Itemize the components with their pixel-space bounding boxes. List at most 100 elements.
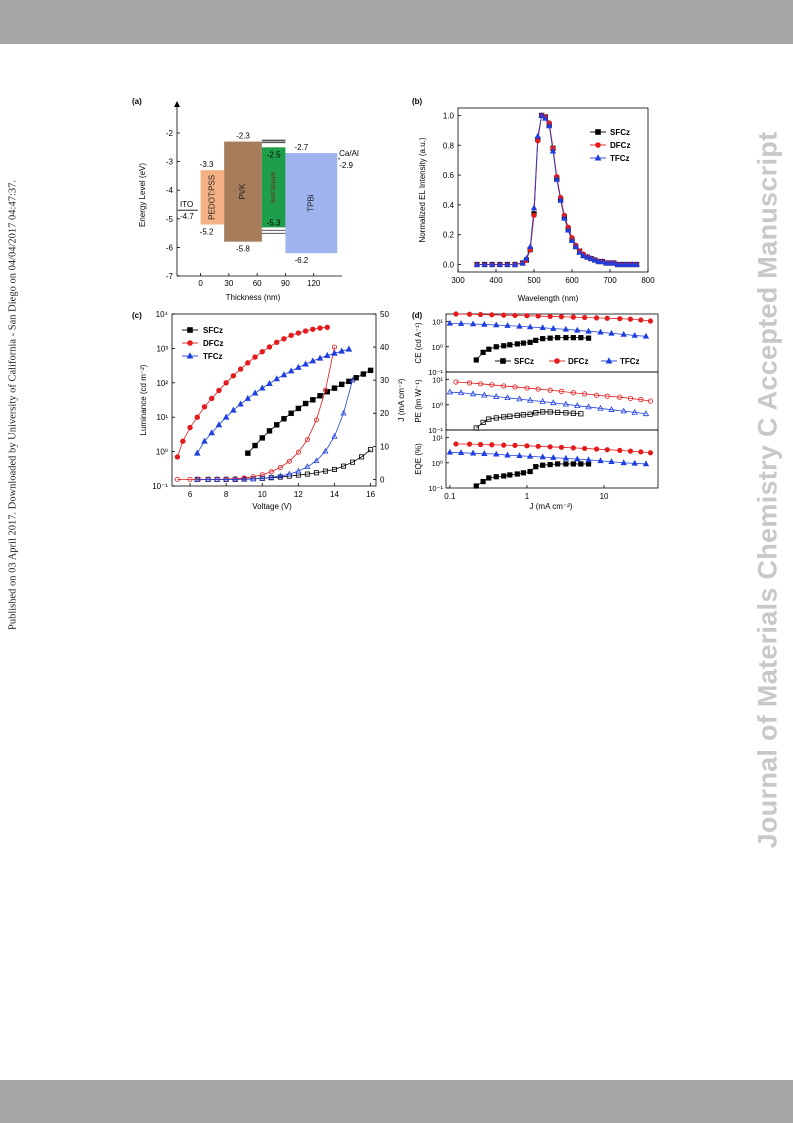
d-point-dfcz	[627, 448, 634, 454]
d-point-sfcz	[540, 409, 546, 415]
d-point-dfcz	[647, 398, 654, 404]
d-ylabel: EQE (%)	[414, 443, 423, 475]
d-line-tfcz	[449, 322, 647, 337]
c-y2tick-label: 50	[380, 310, 389, 319]
c-current-point-sfcz	[304, 471, 310, 477]
d-point-dfcz	[453, 441, 459, 447]
d-point-tfcz	[526, 323, 534, 330]
b-point-tfcz	[633, 261, 640, 267]
a-ytick-label: -6	[166, 243, 174, 252]
d-point-sfcz	[473, 483, 479, 489]
d-point-tfcz	[539, 397, 546, 404]
d-point-dfcz	[617, 316, 623, 322]
d-xtick-label: 10	[600, 492, 609, 501]
c-luminance-point-tfcz	[201, 437, 208, 444]
d-point-sfcz	[493, 474, 499, 480]
c-legend-marker	[186, 352, 194, 359]
c-luminance-point-dfcz	[230, 373, 237, 379]
d-legend-label: TFCz	[620, 357, 640, 366]
b-xtick-label: 700	[603, 276, 617, 285]
d-point-dfcz	[558, 388, 565, 394]
b-legend-label: TFCz	[610, 154, 630, 163]
d-point-dfcz	[617, 447, 623, 453]
a-lumo-label: -3.3	[200, 160, 214, 169]
a-layer-label: TPBi	[306, 194, 315, 212]
d-point-tfcz	[562, 454, 570, 461]
d-point-sfcz	[527, 411, 533, 417]
c-luminance-point-tfcz	[338, 347, 345, 354]
d-point-tfcz	[608, 329, 615, 336]
d-point-tfcz	[504, 322, 511, 328]
b-ytick-label: 0.2	[443, 231, 455, 240]
b-point-tfcz	[473, 261, 481, 267]
d-point-tfcz	[631, 459, 638, 466]
d-point-tfcz	[457, 449, 465, 456]
d-point-dfcz	[547, 444, 553, 450]
d-point-sfcz	[486, 475, 492, 481]
d-point-sfcz	[527, 339, 533, 345]
c-luminance-point-tfcz	[273, 375, 280, 382]
c-current-point-tfcz	[331, 432, 338, 439]
d-point-dfcz	[489, 312, 495, 318]
c-luminance-point-tfcz	[316, 354, 324, 361]
d-point-sfcz	[480, 419, 486, 426]
d-point-dfcz	[512, 442, 518, 448]
a-homo-label: -5.3	[267, 218, 281, 227]
c-current-point-tfcz	[349, 376, 356, 383]
c-current-point-tfcz	[340, 409, 347, 416]
d-point-dfcz	[647, 450, 654, 456]
c-current-point-sfcz	[368, 447, 374, 453]
c-legend-label: DFCz	[203, 339, 223, 348]
d-point-sfcz	[520, 412, 527, 418]
c-luminance-point-sfcz	[331, 385, 338, 391]
d-point-tfcz	[642, 460, 650, 467]
d-point-tfcz	[562, 325, 570, 332]
a-homo-label: -6.2	[294, 256, 308, 265]
d-ytick-label: 10⁻¹	[428, 484, 443, 493]
a-xtick-label: 60	[253, 279, 262, 288]
a-ytick-label: -3	[166, 158, 174, 167]
d-point-sfcz	[563, 461, 569, 467]
c-xtick-label: 12	[294, 490, 303, 499]
c-current-point-tfcz	[214, 475, 221, 482]
a-ytick-label: -2	[166, 129, 174, 138]
c-luminance-point-sfcz	[302, 400, 309, 407]
d-point-sfcz	[540, 336, 546, 342]
d-point-tfcz	[597, 328, 604, 335]
d-point-sfcz	[501, 414, 507, 420]
b-xtick-label: 300	[451, 276, 465, 285]
c-current-point-tfcz	[286, 470, 293, 477]
d-point-dfcz	[453, 379, 459, 385]
b-legend-marker	[595, 129, 601, 135]
c-current-point-tfcz	[322, 447, 329, 454]
b-point-tfcz	[584, 253, 591, 260]
d-point-tfcz	[585, 456, 592, 463]
d-point-sfcz	[480, 478, 486, 485]
d-point-dfcz	[593, 392, 600, 398]
d-point-tfcz	[469, 320, 477, 327]
a-layer-label: PEDOT:PSS	[207, 175, 216, 220]
a-layer-label: host:dopant	[271, 171, 277, 203]
d-point-sfcz	[578, 335, 584, 341]
d-point-dfcz	[638, 449, 644, 455]
d-point-dfcz	[604, 393, 610, 399]
b-ytick-label: 0.0	[443, 261, 455, 270]
d-point-sfcz	[533, 464, 539, 470]
d-point-tfcz	[516, 395, 523, 402]
c-xtick-label: 10	[258, 490, 267, 499]
b-point-tfcz	[496, 261, 503, 267]
b-point-tfcz	[629, 261, 636, 267]
c-current-point-tfcz	[259, 474, 266, 481]
b-ytick-label: 0.8	[443, 141, 455, 150]
d-point-sfcz	[578, 461, 584, 467]
d-point-dfcz	[453, 311, 459, 317]
a-lumo-label: -2.3	[236, 132, 250, 141]
b-point-tfcz	[622, 261, 629, 267]
b-point-tfcz	[489, 261, 496, 267]
panel-label-a: (a)	[132, 97, 142, 106]
c-luminance-point-dfcz	[252, 354, 258, 360]
panel-label-d: (d)	[412, 311, 423, 320]
d-ytick-label: 10⁻¹	[428, 368, 443, 377]
d-ytick-label: 10⁻¹	[428, 426, 443, 435]
d-ytick-label: 10¹	[432, 376, 443, 385]
